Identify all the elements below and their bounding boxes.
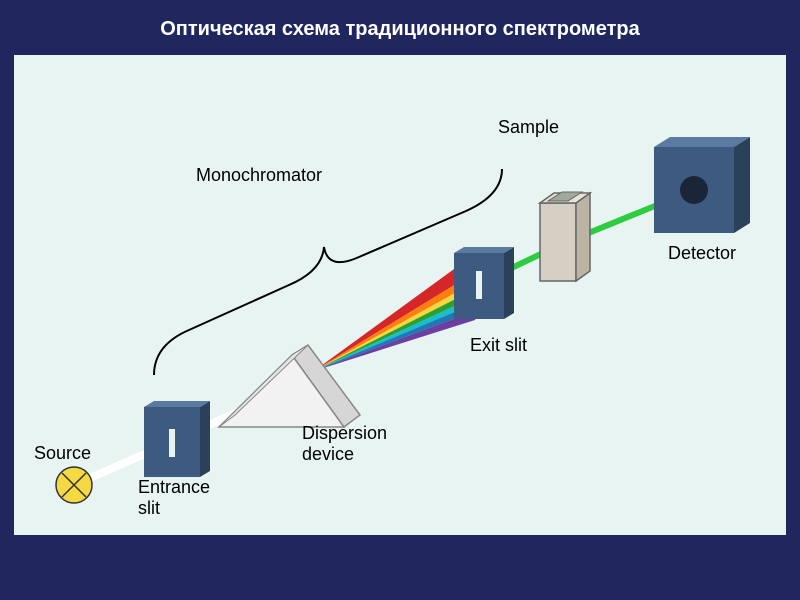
- label-monochromator: Monochromator: [196, 165, 322, 186]
- monochromator-brace: [154, 169, 502, 375]
- detector-icon: [654, 137, 750, 233]
- label-detector: Detector: [668, 243, 736, 264]
- sample-icon: [540, 192, 590, 281]
- source-icon: [56, 467, 92, 503]
- label-sample: Sample: [498, 117, 559, 138]
- label-source: Source: [34, 443, 91, 464]
- spectrometer-diagram: Monochromator Sample Detector Exit slit …: [14, 55, 786, 535]
- page-title: Оптическая схема традиционного спектроме…: [0, 0, 800, 55]
- exit-slit-icon: [454, 247, 514, 319]
- label-dispersion: Dispersion device: [302, 423, 387, 465]
- label-entrance-slit: Entrance slit: [138, 477, 210, 519]
- label-exit-slit: Exit slit: [470, 335, 527, 356]
- entrance-slit-icon: [144, 401, 210, 477]
